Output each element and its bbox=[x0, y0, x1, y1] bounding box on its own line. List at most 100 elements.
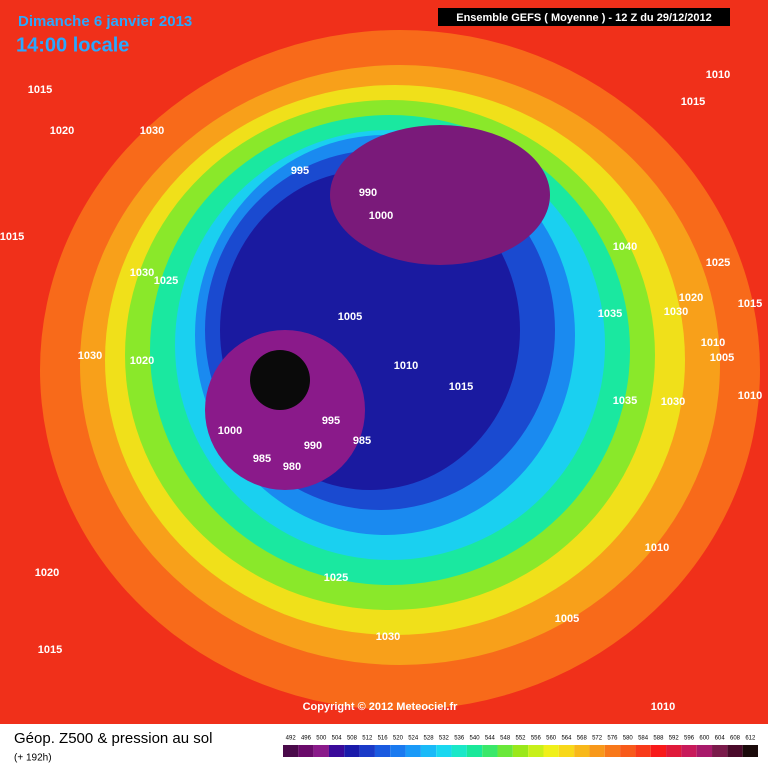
isobar-label: 1025 bbox=[154, 275, 178, 287]
isobar-label: 1005 bbox=[338, 311, 362, 323]
isobar-label: 1035 bbox=[613, 395, 637, 407]
scale-label: 496 bbox=[301, 736, 312, 742]
isobar-label: 1015 bbox=[449, 381, 473, 393]
scale-label: 536 bbox=[454, 736, 465, 742]
scale-label: 532 bbox=[439, 736, 450, 742]
isobar-label: 1025 bbox=[706, 257, 730, 269]
scale-swatch bbox=[482, 745, 498, 757]
scale-swatch bbox=[298, 745, 314, 757]
isobar-label: 980 bbox=[283, 461, 301, 473]
scale-swatch bbox=[696, 745, 713, 757]
isobar-label: 1015 bbox=[738, 298, 762, 310]
scale-label: 576 bbox=[607, 736, 618, 742]
copyright: Copyright © 2012 Meteociel.fr bbox=[303, 701, 459, 713]
isobar-label: 1015 bbox=[681, 96, 705, 108]
scale-label: 504 bbox=[332, 736, 343, 742]
isobar-label: 1020 bbox=[35, 567, 59, 579]
isobar-label: 1010 bbox=[394, 360, 418, 372]
scale-swatch bbox=[344, 745, 360, 757]
scale-swatch bbox=[604, 745, 621, 757]
scale-label: 520 bbox=[393, 736, 404, 742]
isobar-label: 1030 bbox=[661, 396, 685, 408]
scale-label: 516 bbox=[378, 736, 389, 742]
scale-swatch bbox=[328, 745, 345, 757]
scale-swatch bbox=[420, 745, 437, 757]
isobar-label: 1030 bbox=[140, 125, 164, 137]
isobar-label: 985 bbox=[353, 435, 371, 447]
scale-swatch bbox=[727, 745, 743, 757]
footer-title: Géop. Z500 & pression au sol bbox=[14, 730, 212, 747]
scale-swatch bbox=[436, 745, 452, 757]
isobar-label: 1025 bbox=[324, 572, 348, 584]
model-info: Ensemble GEFS ( Moyenne ) - 12 Z du 29/1… bbox=[456, 12, 712, 24]
scale-label: 540 bbox=[470, 736, 481, 742]
scale-swatch bbox=[635, 745, 651, 757]
scale-label: 604 bbox=[715, 736, 726, 742]
scale-swatch bbox=[451, 745, 467, 757]
scale-label: 600 bbox=[699, 736, 710, 742]
isobar-label: 1005 bbox=[710, 352, 734, 364]
isobar-label: 1030 bbox=[664, 306, 688, 318]
scale-label: 596 bbox=[684, 736, 695, 742]
isobar-label: 1020 bbox=[679, 292, 703, 304]
scale-label: 572 bbox=[592, 736, 603, 742]
isobar-label: 990 bbox=[359, 187, 377, 199]
isobar-label: 995 bbox=[322, 415, 340, 427]
scale-swatch bbox=[558, 745, 575, 757]
isobar-label: 1015 bbox=[38, 644, 62, 656]
scale-swatch bbox=[543, 745, 559, 757]
date: Dimanche 6 janvier 2013 bbox=[18, 13, 192, 30]
scale-swatch bbox=[650, 745, 667, 757]
isobar-label: 1030 bbox=[376, 631, 400, 643]
scale-swatch bbox=[712, 745, 728, 757]
isobar-label: 1015 bbox=[0, 231, 24, 243]
scale-label: 592 bbox=[669, 736, 680, 742]
scale-swatch bbox=[589, 745, 605, 757]
isobar-label: 990 bbox=[304, 440, 322, 452]
color-scale: 492 496 500 504 508 512 516 520 524 528 532 536 540 5… bbox=[283, 736, 758, 757]
scale-label: 568 bbox=[577, 736, 588, 742]
scale-swatch bbox=[359, 745, 375, 757]
scale-label: 492 bbox=[286, 736, 297, 742]
scale-label: 544 bbox=[485, 736, 496, 742]
isobar-label: 1010 bbox=[706, 69, 730, 81]
scale-label: 564 bbox=[561, 736, 572, 742]
scale-label: 552 bbox=[515, 736, 526, 742]
isobar-label: 1010 bbox=[645, 542, 669, 554]
geopotential-field bbox=[40, 30, 760, 710]
isobar-label: 995 bbox=[291, 165, 309, 177]
scale-swatch bbox=[512, 745, 529, 757]
isobar-label: 1020 bbox=[50, 125, 74, 137]
scale-swatch bbox=[466, 745, 483, 757]
scale-swatch bbox=[620, 745, 636, 757]
scale-label: 580 bbox=[623, 736, 634, 742]
isobar-label: 1010 bbox=[651, 701, 675, 713]
scale-swatch bbox=[681, 745, 697, 757]
isobar-label: 1000 bbox=[369, 210, 393, 222]
isobar-label: 1010 bbox=[701, 337, 725, 349]
scale-label: 588 bbox=[653, 736, 664, 742]
isobar-label: 1005 bbox=[555, 613, 579, 625]
scale-swatch bbox=[313, 745, 329, 757]
scale-label: 548 bbox=[500, 736, 511, 742]
scale-swatch bbox=[390, 745, 406, 757]
isobar-label: 1030 bbox=[78, 350, 102, 362]
scale-label: 524 bbox=[408, 736, 419, 742]
scale-label: 512 bbox=[362, 736, 373, 742]
isobar-label: 1010 bbox=[738, 390, 762, 402]
footer-lead: (+ 192h) bbox=[14, 753, 52, 764]
isobar-label: 1015 bbox=[28, 84, 52, 96]
scale-label: 584 bbox=[638, 736, 649, 742]
scale-swatch bbox=[497, 745, 513, 757]
isobar-label: 1030 bbox=[130, 267, 154, 279]
scale-swatch bbox=[574, 745, 590, 757]
scale-label: 508 bbox=[347, 736, 358, 742]
isobar-label: 1040 bbox=[613, 241, 637, 253]
scale-label: 612 bbox=[745, 736, 756, 742]
isobar-label: 1000 bbox=[218, 425, 242, 437]
scale-label: 500 bbox=[316, 736, 327, 742]
scale-label: 560 bbox=[546, 736, 557, 742]
scale-swatch bbox=[405, 745, 421, 757]
